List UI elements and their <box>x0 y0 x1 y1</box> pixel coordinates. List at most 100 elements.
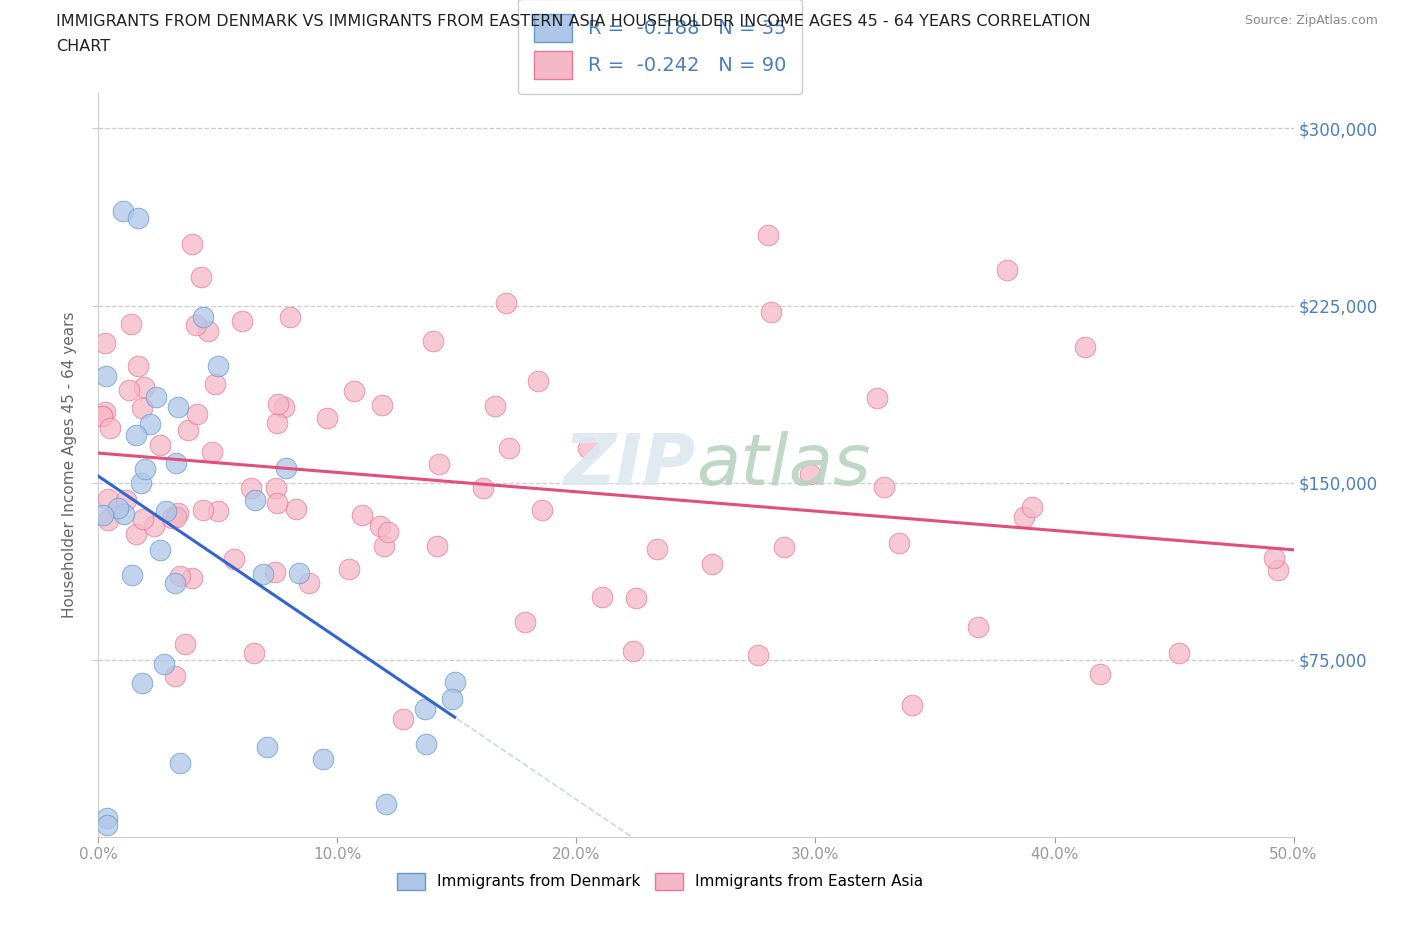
Text: CHART: CHART <box>56 39 110 54</box>
Point <box>266 416 288 431</box>
Point <box>484 398 506 413</box>
Point <box>799 467 821 482</box>
Point <box>149 437 172 452</box>
Point <box>426 538 449 553</box>
Point <box>1021 499 1043 514</box>
Point <box>98 420 121 435</box>
Point <box>224 551 246 566</box>
Point <box>174 637 197 652</box>
Point <box>93 405 115 419</box>
Point <box>1267 562 1289 577</box>
Text: ZIP: ZIP <box>564 431 696 499</box>
Point <box>427 457 450 472</box>
Point <box>115 493 138 508</box>
Point <box>177 423 200 438</box>
Point <box>756 227 779 242</box>
Point <box>167 399 190 414</box>
Text: Source: ZipAtlas.com: Source: ZipAtlas.com <box>1244 14 1378 27</box>
Point <box>96 817 118 832</box>
Point <box>1168 645 1191 660</box>
Point <box>440 691 463 706</box>
Point <box>190 270 212 285</box>
Point <box>131 476 153 491</box>
Point <box>287 565 309 580</box>
Point <box>243 492 266 507</box>
Point <box>96 811 118 826</box>
Point <box>166 505 188 520</box>
Point <box>873 479 896 494</box>
Point <box>191 503 214 518</box>
Point <box>576 440 599 455</box>
Point <box>1014 510 1036 525</box>
Y-axis label: Householder Income Ages 45 - 64 years: Householder Income Ages 45 - 64 years <box>62 312 77 618</box>
Point <box>266 480 288 495</box>
Point <box>472 481 495 496</box>
Point <box>112 507 135 522</box>
Point <box>415 737 437 751</box>
Point <box>370 519 392 534</box>
Point <box>207 503 229 518</box>
Point <box>530 503 553 518</box>
Point <box>121 567 143 582</box>
Point <box>131 675 153 690</box>
Point <box>131 401 153 416</box>
Point <box>759 304 782 319</box>
Point <box>127 359 149 374</box>
Point <box>184 317 207 332</box>
Point <box>142 518 165 533</box>
Point <box>132 512 155 526</box>
Point <box>645 541 668 556</box>
Point <box>278 310 301 325</box>
Point <box>180 237 202 252</box>
Point <box>747 647 769 662</box>
Point <box>495 296 517 311</box>
Point <box>125 526 148 541</box>
Point <box>901 698 924 712</box>
Point <box>967 620 990 635</box>
Point <box>866 391 889 405</box>
Point <box>273 399 295 414</box>
Point <box>267 397 290 412</box>
Point <box>1074 339 1097 354</box>
Point <box>316 411 339 426</box>
Point <box>621 644 644 658</box>
Point <box>297 576 319 591</box>
Point <box>134 379 156 394</box>
Point <box>266 496 288 511</box>
Point <box>90 408 112 423</box>
Point <box>243 646 266 661</box>
Point <box>1263 551 1285 565</box>
Point <box>97 513 120 528</box>
Point <box>377 525 399 539</box>
Point <box>252 566 274 581</box>
Point <box>371 398 394 413</box>
Point <box>702 556 724 571</box>
Point <box>995 262 1018 277</box>
Point <box>375 796 398 811</box>
Text: atlas: atlas <box>696 431 870 499</box>
Point <box>312 751 335 766</box>
Point <box>352 507 374 522</box>
Point <box>889 536 911 551</box>
Point <box>591 590 613 604</box>
Point <box>773 539 796 554</box>
Point <box>145 390 167 405</box>
Point <box>117 382 139 397</box>
Point <box>134 461 156 476</box>
Point <box>422 334 444 349</box>
Point <box>515 614 537 629</box>
Point <box>138 417 160 432</box>
Point <box>197 324 219 339</box>
Point <box>160 511 183 525</box>
Point <box>165 510 187 525</box>
Point <box>274 460 297 475</box>
Point <box>125 427 148 442</box>
Point <box>373 539 395 554</box>
Point <box>91 507 114 522</box>
Point <box>337 562 360 577</box>
Point <box>413 701 436 716</box>
Point <box>263 565 285 579</box>
Point <box>153 657 176 671</box>
Point <box>207 359 229 374</box>
Point <box>256 739 278 754</box>
